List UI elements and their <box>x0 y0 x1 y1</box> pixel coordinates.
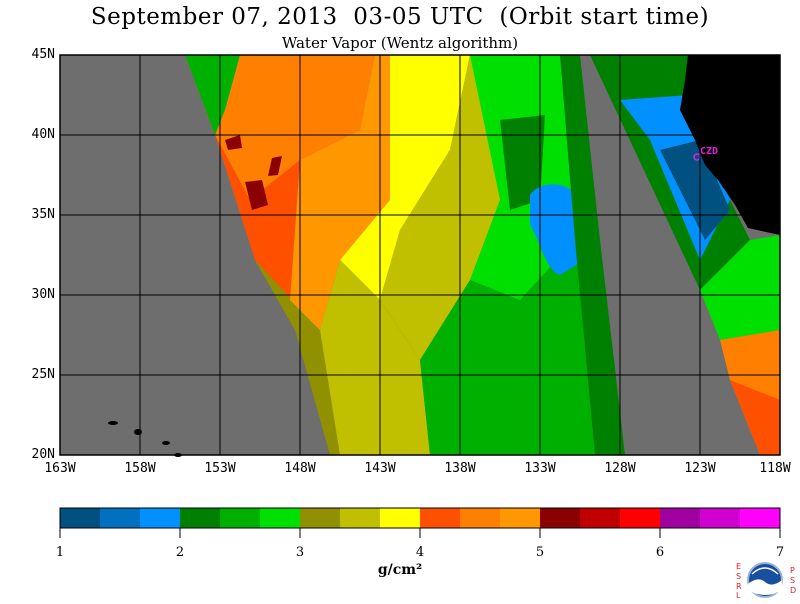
lat-label-25N: 25N <box>31 367 55 382</box>
swath1-mustard-mid <box>380 55 520 360</box>
lon-label-123W: 123W <box>684 461 716 476</box>
colorbar-units: g/cm² <box>377 562 423 578</box>
swath1-dark-green-patch <box>500 115 545 210</box>
colorbar-swatch-15 <box>660 508 700 528</box>
swath1-mustard-south <box>320 260 430 455</box>
lon-label-138W: 138W <box>444 461 476 476</box>
logo-esrl-s: S <box>736 572 742 581</box>
swath1-olive-edge <box>255 260 345 455</box>
logo-esrl-e: E <box>736 562 742 571</box>
colorbar-swatch-11 <box>500 508 540 528</box>
lat-label-45N: 45N <box>31 47 55 62</box>
logo-psd-d: D <box>790 586 797 595</box>
maroon-patch-2 <box>245 180 268 210</box>
logo-psd-s: S <box>790 576 796 585</box>
colorbar-swatch-5 <box>260 508 300 528</box>
station-label-czd: CZD <box>700 146 719 157</box>
chart-title: September 07, 2013 03-05 UTC (Orbit star… <box>90 4 710 30</box>
island-1 <box>108 421 118 425</box>
colorbar-swatch-9 <box>420 508 460 528</box>
logo-esrl-l: L <box>736 591 741 600</box>
maroon-patch-1 <box>225 135 242 150</box>
colorbar-swatch-4 <box>220 508 260 528</box>
land-mass <box>680 55 780 235</box>
colorbar-swatch-13 <box>580 508 620 528</box>
lon-label-163W: 163W <box>44 461 76 476</box>
colorbar-swatch-0 <box>60 508 100 528</box>
chart-subtitle: Water Vapor (Wentz algorithm) <box>281 34 519 52</box>
noaa-logo-icon <box>747 562 783 598</box>
swath1-orange-mid <box>290 55 400 330</box>
colorbar-swatch-3 <box>180 508 220 528</box>
colorbar-tick-label-7: 7 <box>775 545 785 560</box>
lat-label-35N: 35N <box>31 207 55 222</box>
colorbar-swatch-7 <box>340 508 380 528</box>
lon-label-133W: 133W <box>524 461 556 476</box>
lon-label-143W: 143W <box>364 461 396 476</box>
colorbar-swatch-2 <box>140 508 180 528</box>
colorbar-swatch-12 <box>540 508 580 528</box>
swath1-orange-north <box>185 55 375 200</box>
colorbar-tick-label-3: 3 <box>295 545 305 560</box>
colorbar-swatch-14 <box>620 508 660 528</box>
colorbar-tick-label-1: 1 <box>55 545 65 560</box>
lon-label-158W: 158W <box>124 461 156 476</box>
lat-label-40N: 40N <box>31 127 55 142</box>
swath1-yellow <box>340 55 470 300</box>
colorbar-swatch-16 <box>700 508 740 528</box>
lat-label-20N: 20N <box>31 447 55 462</box>
colorbar-swatch-8 <box>380 508 420 528</box>
lon-label-128W: 128W <box>604 461 636 476</box>
swath1-green-south <box>420 240 595 455</box>
lat-label-30N: 30N <box>31 287 55 302</box>
colorbar-swatch-6 <box>300 508 340 528</box>
maroon-patch-3 <box>268 156 282 176</box>
lon-label-153W: 153W <box>204 461 236 476</box>
swath1-blue-blob <box>530 184 585 275</box>
swath1-red-band <box>215 135 320 330</box>
colorbar-tick-label-6: 6 <box>655 545 665 560</box>
swath2-red-south <box>730 380 780 455</box>
swath1-green-edge <box>185 55 240 135</box>
colorbar-swatch-17 <box>740 508 780 528</box>
colorbar-tick-label-2: 2 <box>175 545 185 560</box>
map-frame <box>59 54 781 456</box>
lon-label-118W: 118W <box>759 461 791 476</box>
colorbar-swatch-1 <box>100 508 140 528</box>
noaa-esrl-psd-logo: E S R L P S D <box>730 560 800 600</box>
logo-esrl-r: R <box>736 582 742 591</box>
colorbar-tick-label-5: 5 <box>535 545 545 560</box>
lon-label-148W: 148W <box>284 461 316 476</box>
island-3 <box>162 441 170 445</box>
swath2-green-mid <box>700 235 780 340</box>
logo-psd-p: P <box>790 566 795 575</box>
colorbar-swatch-10 <box>460 508 500 528</box>
swath1-east-edge <box>560 55 625 455</box>
colorbar-tick-label-4: 4 <box>415 545 425 560</box>
